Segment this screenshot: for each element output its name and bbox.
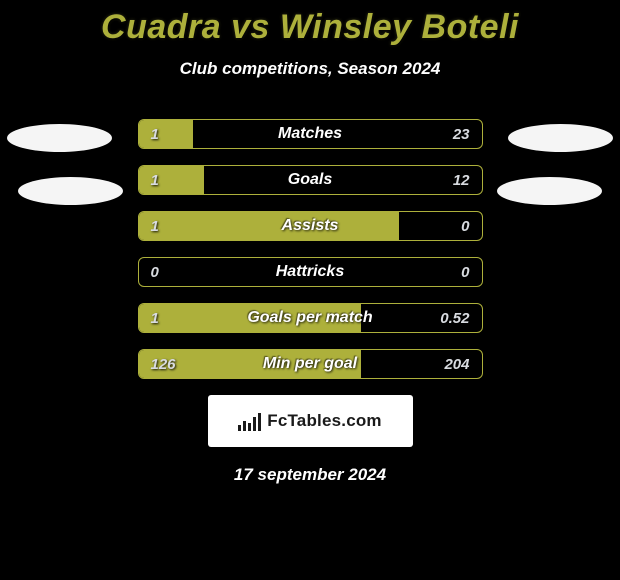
stat-row: 112Goals: [138, 165, 483, 195]
brand-chart-icon: [238, 411, 261, 431]
brand-badge: FcTables.com: [208, 395, 413, 447]
stat-value-right: 0: [461, 258, 469, 286]
comparison-chart: 123Matches112Goals10Assists00Hattricks10…: [0, 119, 620, 379]
brand-label: FcTables.com: [267, 411, 382, 431]
footer-date: 17 september 2024: [0, 465, 620, 485]
stat-value-right: 0.52: [440, 304, 469, 332]
stat-bar-left: [139, 350, 362, 378]
stat-bar-left: [139, 212, 400, 240]
stat-bar-left: [139, 166, 204, 194]
stat-row: 10Assists: [138, 211, 483, 241]
stat-row: 10.52Goals per match: [138, 303, 483, 333]
stat-value-right: 23: [453, 120, 470, 148]
stat-value-right: 12: [453, 166, 470, 194]
stat-value-left: 0: [151, 258, 159, 286]
stat-row: 126204Min per goal: [138, 349, 483, 379]
stat-bar-left: [139, 304, 362, 332]
page-subtitle: Club competitions, Season 2024: [0, 59, 620, 79]
stat-row: 123Matches: [138, 119, 483, 149]
stat-value-right: 204: [444, 350, 469, 378]
stat-bar-left: [139, 120, 194, 148]
stat-label: Hattricks: [139, 258, 482, 286]
page-title: Cuadra vs Winsley Boteli: [0, 0, 620, 47]
stat-row: 0 0Hattricks: [138, 257, 483, 287]
stat-value-right: 0: [461, 212, 469, 240]
